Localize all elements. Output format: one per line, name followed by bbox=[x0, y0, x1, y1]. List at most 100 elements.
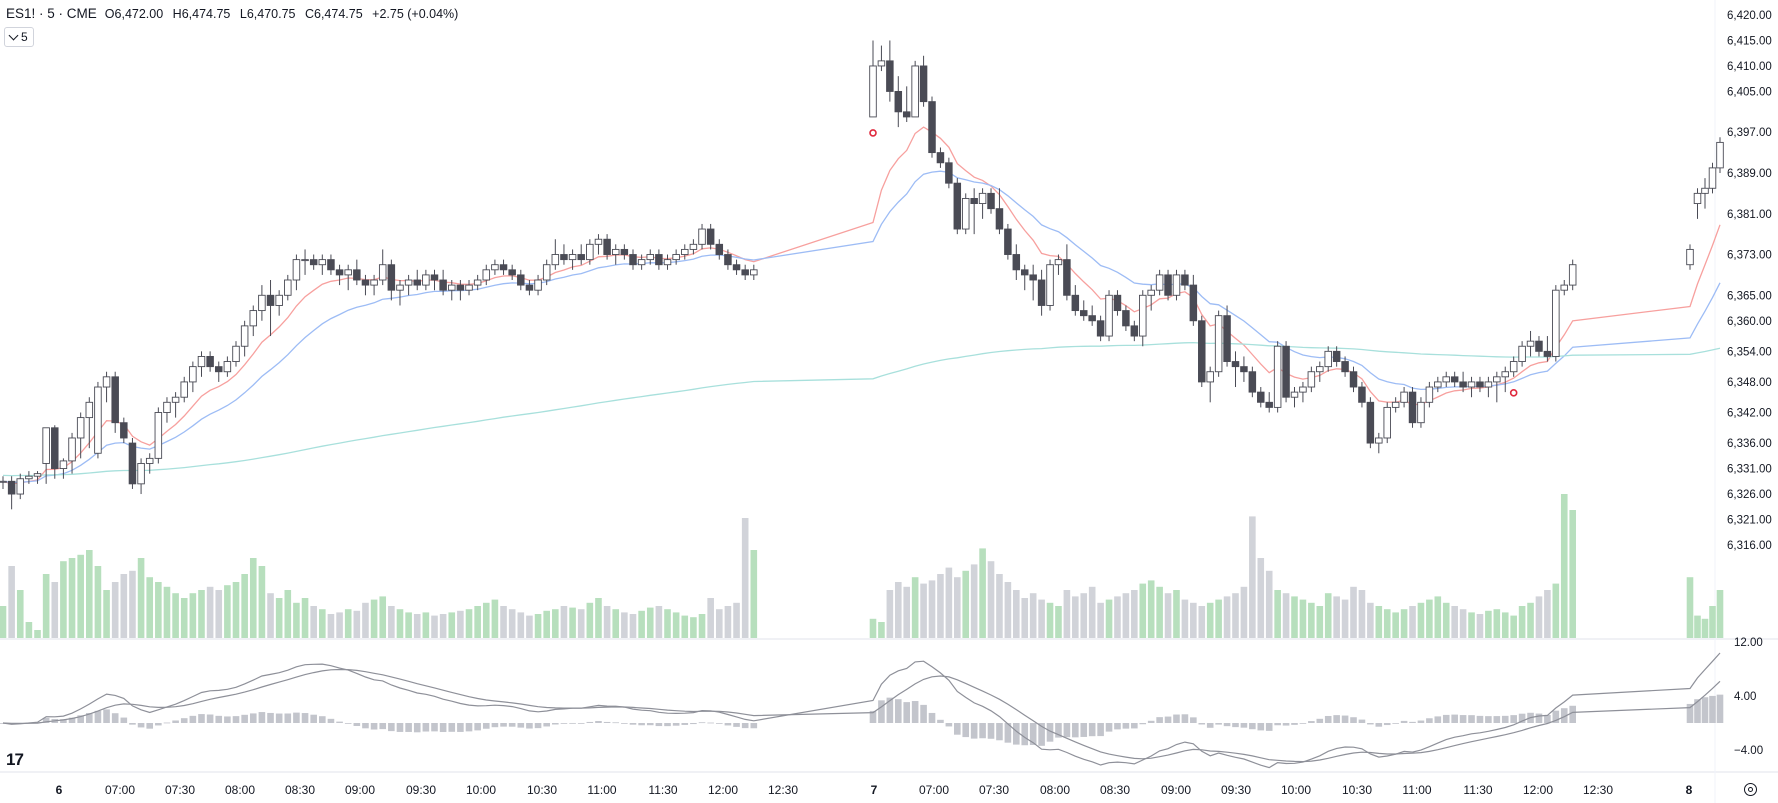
time-axis-label: 12:00 bbox=[708, 783, 738, 797]
macd-histogram-bar bbox=[733, 723, 740, 727]
volume-bar bbox=[1569, 510, 1576, 638]
macd-histogram-bar bbox=[750, 723, 758, 729]
volume-bar bbox=[664, 609, 671, 638]
volume-bar bbox=[1383, 609, 1391, 638]
macd-histogram-bar bbox=[1029, 723, 1037, 745]
macd-histogram-bar bbox=[698, 722, 706, 724]
candle-body bbox=[1332, 350, 1341, 362]
volume-bar bbox=[1029, 593, 1037, 638]
candle-body bbox=[724, 254, 732, 266]
candle-body bbox=[586, 243, 594, 261]
macd-histogram-bar bbox=[1173, 714, 1180, 723]
macd-histogram-bar bbox=[1308, 721, 1315, 723]
volume-bar bbox=[1459, 609, 1467, 638]
macd-histogram-bar bbox=[1468, 715, 1475, 723]
candle-body bbox=[473, 279, 482, 286]
volume-bar bbox=[16, 590, 24, 638]
volume-bar bbox=[954, 577, 961, 638]
macd-histogram-bar bbox=[241, 714, 248, 723]
candle-body bbox=[672, 254, 680, 261]
candle-body bbox=[689, 243, 698, 250]
candle-body bbox=[1079, 310, 1088, 317]
time-axis-label: 08:30 bbox=[285, 783, 315, 797]
candle-body bbox=[275, 294, 283, 306]
candle-body bbox=[448, 284, 456, 291]
candle-body bbox=[180, 381, 188, 398]
time-axis-label: 09:00 bbox=[345, 783, 375, 797]
candle-body bbox=[128, 442, 137, 485]
open-value: 6,472.00 bbox=[114, 7, 164, 21]
candle-body bbox=[1425, 386, 1434, 403]
macd-histogram-bar bbox=[457, 723, 464, 732]
volume-bar bbox=[920, 583, 927, 638]
volume-bar bbox=[741, 518, 749, 638]
candle-body bbox=[309, 259, 318, 266]
candle-body bbox=[1240, 366, 1248, 373]
macd-histogram-bar bbox=[621, 723, 628, 724]
interval-dropdown[interactable]: 5 bbox=[4, 27, 34, 47]
macd-histogram-bar bbox=[1476, 715, 1484, 723]
candle-body bbox=[1037, 279, 1046, 306]
volume-bar bbox=[621, 612, 628, 638]
volume-bar bbox=[482, 602, 490, 638]
price-axis-label: 6,365.00 bbox=[1727, 290, 1772, 302]
volume-bar bbox=[1173, 590, 1180, 638]
candle-body bbox=[568, 254, 577, 261]
volume-bar bbox=[77, 554, 84, 638]
candle-body bbox=[1701, 187, 1709, 194]
candle-body bbox=[1105, 294, 1113, 337]
volume-bar bbox=[750, 550, 758, 638]
volume-bar bbox=[1240, 586, 1248, 638]
tradingview-logo-icon[interactable]: 17 bbox=[6, 750, 24, 769]
macd-histogram-bar bbox=[1139, 723, 1147, 725]
candle-body bbox=[0, 480, 7, 483]
ma-fast-line bbox=[2, 126, 1721, 485]
macd-histogram-bar bbox=[1131, 723, 1138, 729]
macd-histogram-bar bbox=[1055, 723, 1062, 738]
candle-body bbox=[978, 192, 987, 205]
candle-body bbox=[1198, 320, 1206, 383]
volume-bar bbox=[275, 598, 283, 638]
time-axis-label: 07:00 bbox=[919, 783, 949, 797]
macd-histogram-bar bbox=[681, 723, 689, 725]
candle-body bbox=[551, 254, 560, 266]
volume-bar bbox=[396, 609, 404, 638]
macd-histogram-bar bbox=[869, 710, 877, 723]
time-axis-label: 10:00 bbox=[466, 783, 496, 797]
candle-body bbox=[560, 254, 568, 261]
macd-histogram-bar bbox=[629, 723, 637, 725]
volume-bar bbox=[1139, 583, 1147, 638]
candle-body bbox=[1400, 391, 1408, 403]
macd-histogram-bar bbox=[155, 723, 162, 726]
price-axis-label: 6,348.00 bbox=[1727, 377, 1772, 389]
candle-body bbox=[869, 65, 877, 118]
volume-bar bbox=[1451, 606, 1458, 638]
macd-histogram-bar bbox=[189, 715, 197, 723]
price-axis-label: 6,420.00 bbox=[1727, 10, 1772, 22]
volume-bar bbox=[422, 612, 430, 638]
candle-body bbox=[465, 284, 473, 291]
candle-body bbox=[1543, 350, 1552, 357]
macd-histogram-bar bbox=[1400, 720, 1408, 723]
candle-body bbox=[102, 376, 111, 388]
volume-bar bbox=[1147, 580, 1155, 638]
candle-body bbox=[258, 294, 266, 312]
volume-bar bbox=[137, 558, 145, 638]
volume-bar bbox=[1392, 612, 1399, 638]
candle-body bbox=[1560, 284, 1569, 291]
macd-histogram-bar bbox=[1493, 716, 1501, 723]
symbol-label[interactable]: ES1! · 5 · CME bbox=[6, 6, 97, 21]
volume-bar bbox=[517, 612, 525, 638]
volume-bar bbox=[1223, 596, 1231, 638]
volume-bar bbox=[1206, 602, 1214, 638]
candle-body bbox=[1459, 381, 1467, 388]
gear-icon[interactable] bbox=[1744, 783, 1757, 796]
volume-bar bbox=[431, 615, 438, 638]
volume-bar bbox=[103, 590, 110, 638]
volume-bar bbox=[1190, 602, 1197, 638]
candle-body bbox=[1518, 345, 1526, 362]
macd-histogram-bar bbox=[1164, 716, 1172, 723]
macd-histogram-bar bbox=[137, 723, 145, 728]
time-axis-label: 11:00 bbox=[587, 783, 616, 797]
